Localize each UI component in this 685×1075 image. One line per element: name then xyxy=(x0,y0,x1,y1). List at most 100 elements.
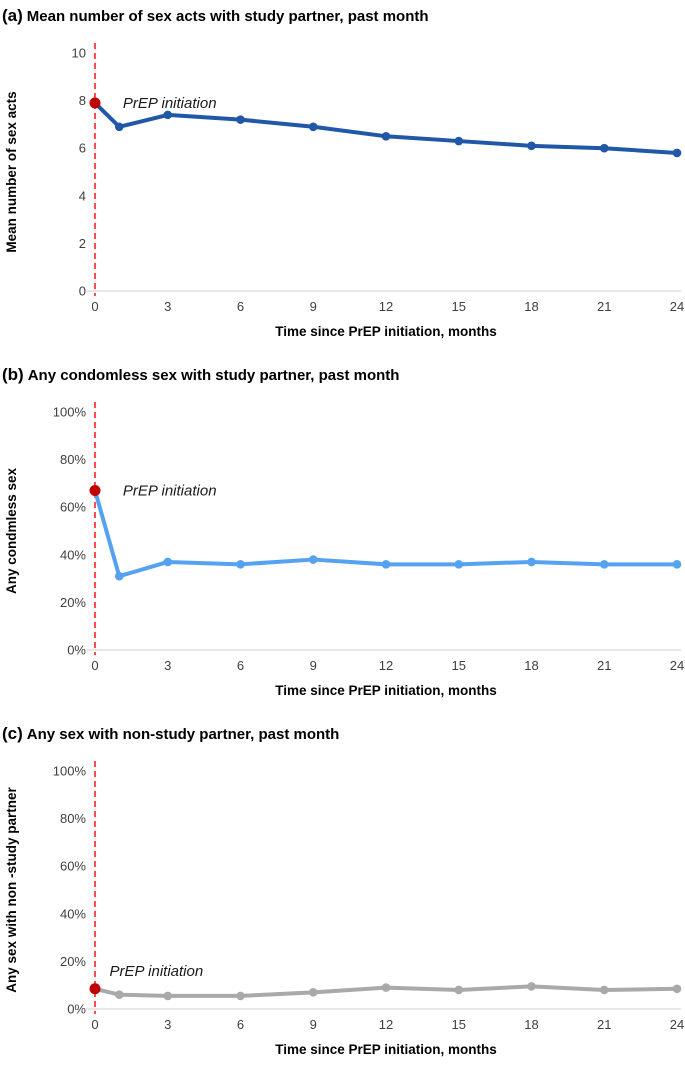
x-tick-label: 12 xyxy=(379,299,393,314)
y-tick-label: 8 xyxy=(79,93,86,108)
start-data-point xyxy=(89,983,101,995)
x-tick-label: 6 xyxy=(237,658,244,673)
data-point xyxy=(672,984,682,994)
start-data-point xyxy=(89,485,101,497)
start-data-point xyxy=(89,97,101,109)
y-tick-label: 0 xyxy=(79,284,86,299)
data-point xyxy=(527,982,536,991)
data-line xyxy=(93,100,679,155)
data-point xyxy=(381,983,391,992)
panel-b: (b) Any condomless sex with study partner… xyxy=(0,361,685,710)
x-axis-label: Time since PrEP initiation, months xyxy=(275,1042,497,1057)
panel-b-title-text: Any condomless sex with study partner, p… xyxy=(27,367,400,384)
x-tick-label: 12 xyxy=(379,1017,393,1032)
data-point xyxy=(527,141,536,151)
x-tick-label: 9 xyxy=(310,658,317,673)
x-tick-label: 15 xyxy=(452,299,466,314)
data-point xyxy=(308,555,318,564)
x-tick-label: 21 xyxy=(597,1017,611,1032)
panel-c: (c) Any sex with non-study partner, past … xyxy=(0,720,685,1069)
data-point xyxy=(672,148,682,158)
data-point xyxy=(599,985,609,995)
chart-b-condomless-sex: 0% 20% 40% 60% 80% 100% 0 3 6 9 12 15 18 21 24 Any cond… xyxy=(4,402,684,698)
y-tick-label: 100% xyxy=(53,405,87,420)
y-tick-label: 80% xyxy=(60,811,86,826)
panel-c-title: (c) Any sex with non-study partner, past … xyxy=(2,720,685,749)
y-tick-label: 20% xyxy=(60,595,86,610)
x-tick-label: 12 xyxy=(379,658,393,673)
data-point xyxy=(527,557,536,567)
data-point xyxy=(236,560,245,569)
data-point xyxy=(599,560,609,569)
y-tick-label: 4 xyxy=(79,188,86,203)
y-tick-label: 0% xyxy=(67,1002,86,1017)
panel-c-label: (c) xyxy=(2,724,23,743)
y-tick-label: 2 xyxy=(79,236,86,251)
data-point xyxy=(454,560,464,569)
y-axis-label: Mean number of sex acts xyxy=(4,91,19,252)
y-tick-label: 6 xyxy=(79,141,86,156)
y-tick-label: 80% xyxy=(60,452,86,467)
data-point xyxy=(381,132,391,141)
x-tick-label: 21 xyxy=(597,658,611,673)
x-tick-label: 0 xyxy=(91,299,98,314)
prep-initiation-annotation: PrEP initiation xyxy=(110,963,204,980)
panel-a-label: (a) xyxy=(2,6,23,25)
prep-initiation-annotation: PrEP initiation xyxy=(123,95,217,112)
y-tick-label: 100% xyxy=(53,764,87,779)
x-axis-label: Time since PrEP initiation, months xyxy=(275,324,497,339)
chart-c-nonstudy-partner-sex: 0% 20% 40% 60% 80% 100% 0 3 6 9 12 15 18 21 24 Any sex … xyxy=(4,761,684,1057)
data-point xyxy=(308,988,318,997)
data-line xyxy=(93,488,679,579)
x-tick-label: 9 xyxy=(310,1017,317,1032)
panel-b-title: (b) Any condomless sex with study partner… xyxy=(2,361,685,390)
x-tick-label: 15 xyxy=(452,1017,466,1032)
x-axis-label: Time since PrEP initiation, months xyxy=(275,683,497,698)
x-tick-label: 18 xyxy=(524,299,538,314)
x-tick-label: 0 xyxy=(91,658,98,673)
y-tick-label: 0% xyxy=(67,643,86,658)
y-tick-label: 40% xyxy=(60,547,86,562)
data-point xyxy=(163,110,173,120)
data-point xyxy=(163,557,173,567)
data-point xyxy=(308,122,318,132)
y-tick-label: 10 xyxy=(72,46,86,61)
panel-c-title-text: Any sex with non-study partner, past mon… xyxy=(26,726,340,743)
x-tick-label: 0 xyxy=(91,1017,98,1032)
x-tick-label: 21 xyxy=(597,299,611,314)
data-line xyxy=(93,984,679,998)
x-tick-label: 24 xyxy=(670,299,684,314)
data-point xyxy=(163,991,173,1001)
panel-a-title: (a) Mean number of sex acts with study pa… xyxy=(2,2,685,31)
data-point xyxy=(114,122,124,132)
data-point xyxy=(381,560,391,569)
y-tick-label: 20% xyxy=(60,954,86,969)
x-tick-label: 24 xyxy=(670,658,684,673)
y-axis-label: Any sex with non -study partner xyxy=(4,786,19,992)
prep-initiation-annotation: PrEP initiation xyxy=(123,483,217,500)
x-tick-label: 6 xyxy=(237,299,244,314)
data-point xyxy=(114,571,124,581)
x-tick-label: 24 xyxy=(670,1017,684,1032)
y-tick-label: 60% xyxy=(60,859,86,874)
data-point xyxy=(236,115,245,124)
data-point xyxy=(672,560,682,569)
data-point xyxy=(236,991,245,1001)
data-point xyxy=(114,990,124,1000)
panel-b-label: (b) xyxy=(2,365,24,384)
y-tick-label: 40% xyxy=(60,906,86,921)
y-tick-label: 60% xyxy=(60,500,86,515)
x-tick-label: 18 xyxy=(524,658,538,673)
panel-a: (a) Mean number of sex acts with study pa… xyxy=(0,2,685,351)
x-tick-label: 18 xyxy=(524,1017,538,1032)
x-tick-label: 15 xyxy=(452,658,466,673)
x-tick-label: 3 xyxy=(164,299,171,314)
x-tick-label: 3 xyxy=(164,1017,171,1032)
panel-a-title-text: Mean number of sex acts with study partn… xyxy=(26,8,429,25)
data-point xyxy=(454,136,464,146)
x-tick-label: 9 xyxy=(310,299,317,314)
x-tick-label: 6 xyxy=(237,1017,244,1032)
x-tick-label: 3 xyxy=(164,658,171,673)
